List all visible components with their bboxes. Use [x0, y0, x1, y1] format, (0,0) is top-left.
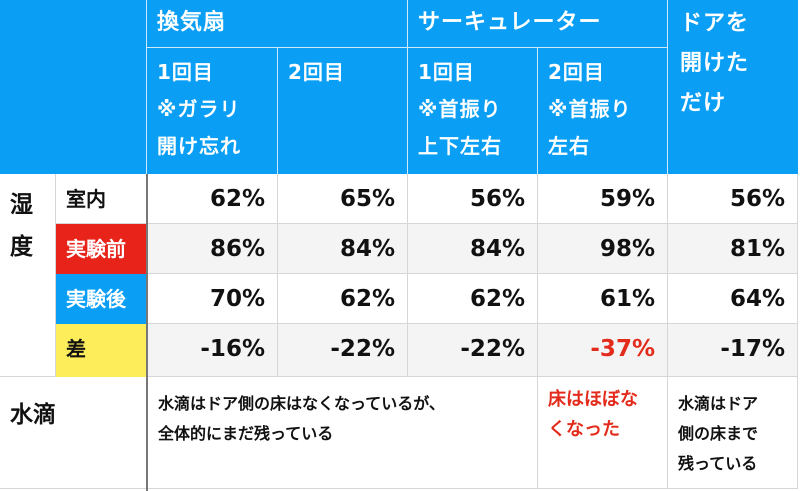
value-cell: 61% [538, 274, 668, 324]
note-line: 水滴はドア [678, 394, 759, 413]
value-cell: 70% [148, 274, 278, 324]
value-cell: 59% [538, 174, 668, 224]
header-col-fan-2: 2回目 [278, 48, 408, 174]
water-note-fan: 水滴はドア側の床はなくなっているが、 全体的にまだ残っている [148, 377, 538, 489]
header-line: 開けた [680, 51, 750, 76]
value-cell: -16% [148, 324, 278, 377]
header-corner-cell [0, 0, 147, 174]
header-col-fan-1: 1回目 ※ガラリ 開け忘れ [147, 48, 278, 174]
value-cell-highlight: -37% [538, 324, 668, 377]
row-label-diff: 差 [56, 324, 147, 377]
header-line: 開け忘れ [157, 134, 241, 158]
value-cell: 64% [668, 274, 798, 324]
value-cell: 65% [278, 174, 408, 224]
row-label-indoor: 室内 [56, 174, 147, 224]
humidity-label-cell: 湿 度 [0, 174, 56, 377]
value-cell: 62% [278, 274, 408, 324]
header-group-door-only: ドアを 開けた だけ [668, 0, 798, 174]
note-line: 全体的にまだ残っている [158, 424, 334, 443]
header-col-circulator-1: 1回目 ※首振り 上下左右 [408, 48, 538, 174]
value-cell: 84% [278, 224, 408, 274]
value-cell: -22% [278, 324, 408, 377]
water-label: 水滴 [10, 402, 56, 428]
water-note-door: 水滴はドア 側の床まで 残っている [668, 377, 798, 489]
header-line: 2回目 [548, 60, 605, 84]
header-col-circulator-2: 2回目 ※首振り 左右 [538, 48, 668, 174]
header-line: だけ [680, 91, 727, 116]
note-line: 水滴はドア側の床はなくなっているが、 [158, 394, 445, 413]
value-cell: 84% [408, 224, 538, 274]
section-divider [146, 174, 148, 491]
value-cell: 81% [668, 224, 798, 274]
header-group-circulator: サーキュレーター [408, 0, 668, 48]
value-cell: 56% [668, 174, 798, 224]
humidity-label-line: 度 [10, 234, 33, 260]
header-line: 1回目 [418, 60, 475, 84]
water-note-circulator-2: 床はほぼな くなった [538, 377, 668, 489]
note-line: 残っている [678, 454, 758, 473]
header-line: ※首振り [548, 97, 632, 121]
note-line: 側の床まで [678, 424, 759, 443]
header-line: 1回目 [157, 60, 214, 84]
header-line: 左右 [548, 134, 590, 158]
row-label-before: 実験前 [56, 224, 147, 274]
value-cell: 98% [538, 224, 668, 274]
header-line: 2回目 [288, 60, 345, 84]
value-cell: -22% [408, 324, 538, 377]
header-group-label: 換気扇 [157, 10, 227, 35]
value-cell: 56% [408, 174, 538, 224]
value-cell: 62% [408, 274, 538, 324]
header-line: ドアを [680, 11, 750, 36]
header-group-ventilation-fan: 換気扇 [147, 0, 408, 48]
header-line: 上下左右 [418, 134, 502, 158]
row-label-after: 実験後 [56, 274, 147, 324]
note-line: 床はほぼな [548, 389, 638, 410]
value-cell: 86% [148, 224, 278, 274]
value-cell: -17% [668, 324, 798, 377]
note-line: くなった [548, 419, 620, 440]
header-line: ※首振り [418, 97, 502, 121]
header-group-label: サーキュレーター [418, 10, 602, 35]
value-cell: 62% [148, 174, 278, 224]
water-label-cell: 水滴 [0, 377, 146, 489]
humidity-label-line: 湿 [10, 192, 33, 218]
header-line: ※ガラリ [157, 97, 241, 121]
